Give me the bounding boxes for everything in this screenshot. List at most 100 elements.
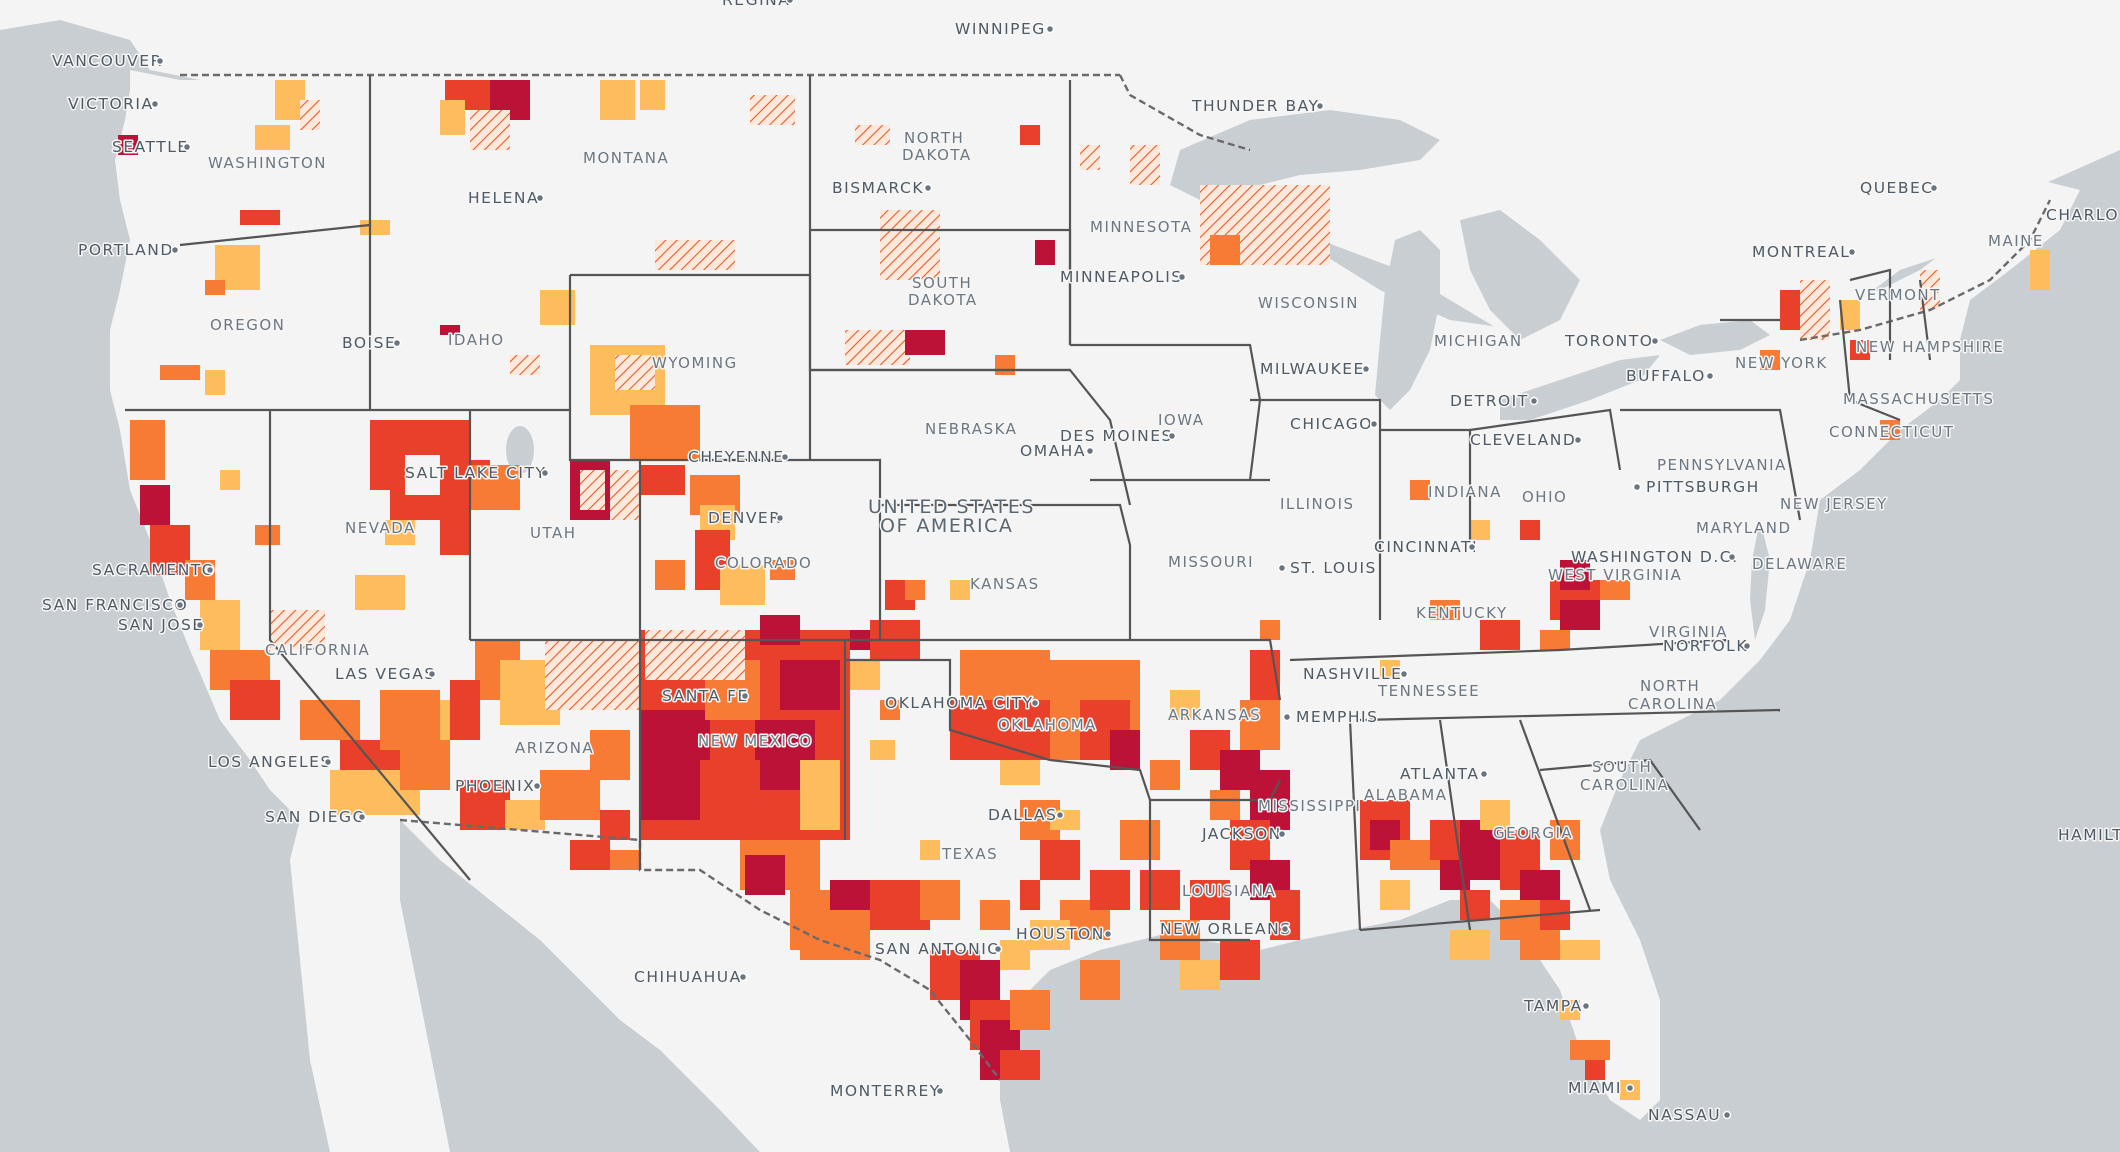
- state-labels: WASHINGTON OREGON CALIFORNIA NEVADA IDAH…: [207, 128, 2044, 902]
- state-label-vermont: VERMONT: [1855, 286, 1941, 304]
- city-label-milwaukee: MILWAUKEE: [1260, 360, 1365, 378]
- city-label-nashville: NASHVILLE: [1303, 665, 1402, 683]
- lake-ontario: [1660, 320, 1770, 355]
- city-label-oklahoma-city: OKLAHOMA CITY: [885, 694, 1034, 712]
- city-label-quebec: QUEBEC: [1860, 179, 1934, 197]
- city-label-los-angeles: LOS ANGELES: [208, 753, 332, 771]
- city-label-winnipeg: WINNIPEG: [955, 20, 1046, 38]
- state-label-oregon: OREGON: [210, 316, 285, 334]
- state-label-michigan: MICHIGAN: [1434, 332, 1523, 350]
- city-label-washington-dc: WASHINGTON D.C.: [1571, 548, 1739, 566]
- state-label-illinois: ILLINOIS: [1280, 495, 1355, 513]
- city-label-miami: MIAMI: [1568, 1079, 1622, 1097]
- city-label-portland: PORTLAND: [78, 241, 174, 259]
- city-label-phoenix: PHOENIX: [455, 777, 535, 795]
- city-label-memphis: MEMPHIS: [1296, 708, 1378, 726]
- state-label-nevada: NEVADA: [345, 519, 416, 537]
- state-borders: [125, 75, 1932, 942]
- state-label-wyoming: WYOMING: [652, 354, 738, 372]
- state-label-indiana: INDIANA: [1428, 483, 1502, 501]
- state-label-wisconsin: WISCONSIN: [1258, 294, 1359, 312]
- state-label-south-carolina-2: CAROLINA: [1580, 776, 1669, 794]
- city-label-dallas: DALLAS: [988, 806, 1057, 824]
- city-label-norfolk: NORFOLK: [1663, 637, 1748, 655]
- gulf-of-california: [400, 830, 660, 1152]
- city-label-montreal: MONTREAL: [1752, 243, 1850, 261]
- city-label-vancouver: VANCOUVER: [52, 52, 163, 70]
- state-label-new-mexico: NEW MEXICO: [698, 732, 813, 750]
- city-label-houston: HOUSTON: [1016, 925, 1105, 943]
- state-label-north-dakota-2: DAKOTA: [902, 146, 972, 164]
- state-label-ohio: OHIO: [1522, 488, 1567, 506]
- risk-regions: [118, 80, 2050, 1100]
- state-label-arizona: ARIZONA: [515, 739, 594, 757]
- state-label-mississippi: MISSISSIPPI: [1258, 797, 1361, 815]
- state-label-new-jersey: NEW JERSEY: [1780, 495, 1888, 513]
- state-label-minnesota: MINNESOTA: [1090, 218, 1192, 236]
- city-label-santa-fe: SANTA FE: [662, 687, 749, 705]
- us-mexico-land: [110, 70, 2080, 1152]
- city-label-pittsburgh: PITTSBURGH: [1646, 478, 1760, 496]
- city-label-hamilt: HAMILT: [2058, 826, 2120, 844]
- city-label-minneapolis: MINNEAPOLIS: [1060, 268, 1183, 286]
- city-label-chihuahua: CHIHUAHUA: [634, 968, 742, 986]
- city-label-toronto: TORONTO: [1564, 332, 1653, 350]
- city-label-jackson: JACKSON: [1201, 825, 1282, 843]
- chesapeake-bay: [1750, 520, 1770, 640]
- city-label-helena: HELENA: [468, 189, 539, 207]
- city-label-san-diego: SAN DIEGO: [265, 808, 366, 826]
- state-label-massachusetts: MASSACHUSETTS: [1843, 390, 1994, 408]
- city-label-buffalo: BUFFALO: [1626, 367, 1706, 385]
- city-label-regina: REGINA: [722, 0, 790, 9]
- state-label-new-hampshire: NEW HAMPSHIRE: [1856, 338, 2004, 356]
- lake-michigan: [1375, 230, 1440, 410]
- state-label-iowa: IOWA: [1158, 411, 1205, 429]
- city-label-nassau: NASSAU: [1648, 1106, 1721, 1124]
- city-label-new-orleans: NEW ORLEANS: [1160, 920, 1292, 938]
- city-label-des-moines: DES MOINES: [1060, 427, 1173, 445]
- state-label-georgia: GEORGIA: [1493, 824, 1573, 842]
- state-label-idaho: IDAHO: [448, 331, 505, 349]
- state-label-texas: TEXAS: [941, 845, 998, 863]
- city-label-cleveland: CLEVELAND: [1470, 431, 1576, 449]
- state-label-maine: MAINE: [1988, 232, 2044, 250]
- state-label-north-dakota-1: NORTH: [904, 129, 964, 147]
- state-label-new-york: NEW YORK: [1735, 354, 1828, 372]
- city-label-boise: BOISE: [342, 334, 396, 352]
- city-label-st-louis: ST. LOUIS: [1290, 559, 1377, 577]
- city-label-salt-lake-city: SALT LAKE CITY: [405, 464, 546, 482]
- state-label-arkansas: ARKANSAS: [1168, 706, 1261, 724]
- state-label-pennsylvania: PENNSYLVANIA: [1657, 456, 1787, 474]
- state-label-kentucky: KENTUCKY: [1416, 604, 1508, 622]
- city-label-las-vegas: LAS VEGAS: [335, 665, 436, 683]
- state-label-california: CALIFORNIA: [265, 641, 370, 659]
- city-label-monterrey: MONTERREY: [830, 1082, 941, 1100]
- city-label-charlo: CHARLO: [2046, 206, 2119, 224]
- state-label-louisiana: LOUISIANA: [1182, 882, 1276, 900]
- city-label-thunder-bay: THUNDER BAY: [1191, 97, 1320, 115]
- great-salt-lake: [506, 426, 534, 474]
- city-label-sacramento: SACRAMENTO: [92, 561, 215, 579]
- state-label-missouri: MISSOURI: [1168, 553, 1254, 571]
- lake-erie: [1500, 355, 1660, 420]
- state-label-north-carolina-2: CAROLINA: [1628, 695, 1717, 713]
- city-label-omaha: OMAHA: [1020, 442, 1086, 460]
- state-label-north-carolina-1: NORTH: [1640, 677, 1700, 695]
- state-label-virginia: VIRGINIA: [1649, 623, 1728, 641]
- lake-huron: [1460, 210, 1580, 340]
- city-label-cincinnati: CINCINNATI: [1374, 538, 1478, 556]
- state-label-south-dakota-1: SOUTH: [912, 274, 972, 292]
- state-label-washington: WASHINGTON: [208, 154, 327, 172]
- city-label-bismarck: BISMARCK: [832, 179, 924, 197]
- state-label-nebraska: NEBRASKA: [925, 420, 1017, 438]
- city-label-chicago: CHICAGO: [1290, 415, 1373, 433]
- country-label: UNITED STATES OF AMERICA: [867, 495, 1035, 539]
- state-label-montana: MONTANA: [583, 149, 669, 167]
- city-label-san-jose: SAN JOSE: [118, 616, 204, 634]
- state-label-alabama: ALABAMA: [1364, 786, 1447, 804]
- state-label-delaware: DELAWARE: [1752, 555, 1847, 573]
- city-labels: REGINA WINNIPEG VANCOUVER VICTORIA SEATT…: [41, 0, 2120, 1126]
